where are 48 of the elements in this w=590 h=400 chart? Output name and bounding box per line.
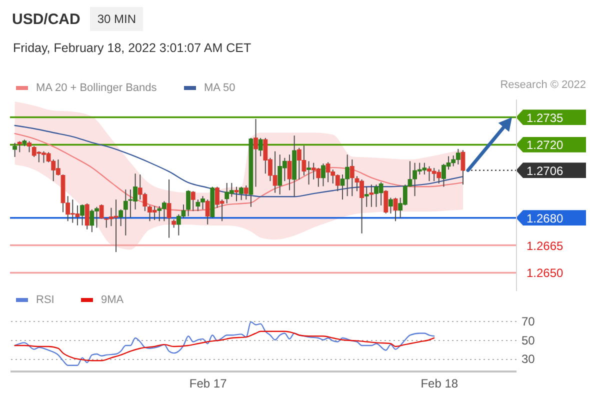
candlestick — [84, 202, 90, 230]
legend-label: MA 20 + Bollinger Bands — [36, 82, 158, 94]
y-tick-label: 50 — [522, 333, 536, 348]
y-tick-label: 1.2650 — [526, 266, 564, 280]
x-tick-label: Feb 18 — [420, 376, 458, 390]
y-tick-label: 1.2720 — [526, 138, 564, 152]
y-tick-label: 1.2706 — [526, 164, 564, 178]
y-tick-label: 1.2735 — [526, 110, 564, 125]
text: 30 MIN — [90, 7, 144, 31]
candlestick — [460, 150, 466, 186]
candlestick — [190, 190, 196, 212]
candlestick — [306, 160, 311, 186]
candlestick — [287, 154, 292, 191]
legend-label: RSI — [36, 294, 54, 306]
candlestick — [254, 118, 258, 188]
candlestick — [384, 190, 388, 214]
candlestick — [123, 189, 128, 236]
candlestick — [27, 140, 32, 153]
candlestick — [244, 184, 248, 200]
x-tick-label: Feb 17 — [189, 376, 228, 390]
line-series — [14, 330, 435, 362]
candlestick — [321, 163, 326, 187]
candlestick — [393, 197, 398, 222]
line-series — [14, 321, 435, 366]
candlestick — [12, 142, 18, 158]
candlestick — [17, 140, 22, 153]
candlestick — [118, 208, 124, 227]
y-tick-label: 1.2680 — [526, 211, 564, 226]
y-tick-label: 1.2665 — [526, 238, 564, 253]
y-tick-label: 70 — [522, 314, 536, 328]
candlestick — [166, 178, 172, 238]
candlestick — [388, 197, 393, 214]
candlestick — [350, 159, 354, 197]
candlestick — [186, 190, 191, 217]
candlestick — [80, 204, 84, 226]
legend-label: MA 50 — [204, 82, 236, 94]
candlestick — [258, 137, 263, 157]
candlestick — [239, 186, 244, 201]
candlestick — [364, 186, 369, 208]
text: Research © 2022 — [500, 79, 586, 91]
candlestick — [205, 199, 210, 225]
y-tick-label: 30 — [522, 352, 536, 366]
candlestick — [369, 184, 374, 208]
candlestick — [234, 186, 239, 202]
candlestick — [99, 204, 104, 220]
chart-title: USD/CAD — [12, 10, 80, 28]
legend-label: 9MA — [101, 294, 124, 306]
chart-subtitle: Friday, February 18, 2022 3:01:07 AM CET — [13, 41, 252, 55]
